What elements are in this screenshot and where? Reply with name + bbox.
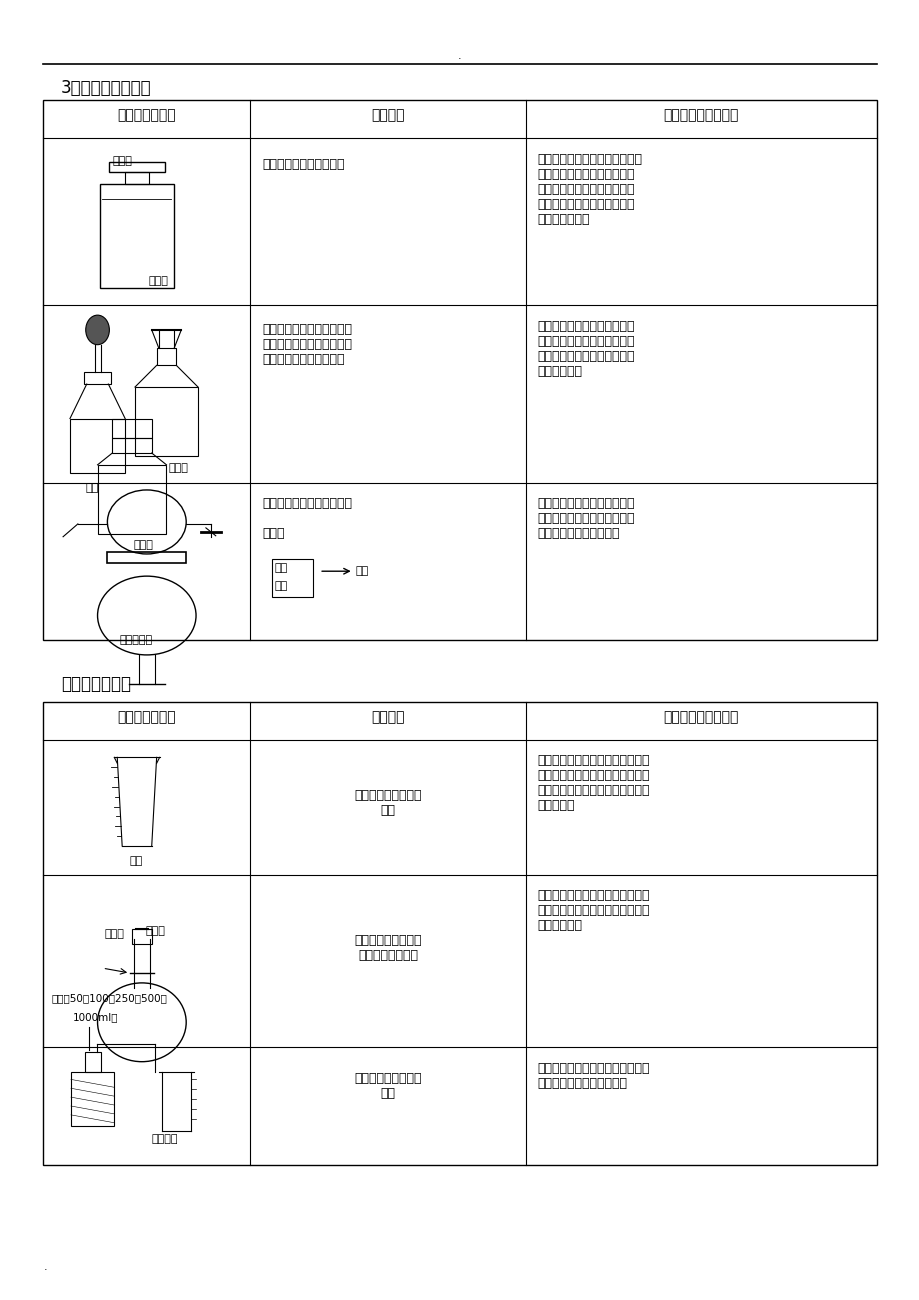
Text: （分为50、100、250、500、: （分为50、100、250、500、 <box>51 993 167 1002</box>
Text: 仪器图形与名称: 仪器图形与名称 <box>118 710 176 724</box>
Bar <box>109 162 165 173</box>
Bar <box>108 551 186 563</box>
Text: 3．不能加热的仪器: 3．不能加热的仪器 <box>61 79 152 96</box>
Text: 1000ml）: 1000ml） <box>73 1013 119 1022</box>
Bar <box>97 465 166 534</box>
Text: ＋液体: ＋液体 <box>262 526 284 539</box>
Text: 注意：所量气体为不溶性的，进气
管不能接反，应短进长出。: 注意：所量气体为不溶性的，进气 管不能接反，应短进长出。 <box>538 1062 650 1089</box>
Text: （二）计量仪器: （二）计量仪器 <box>61 675 131 693</box>
Bar <box>156 347 176 365</box>
Text: 上口为平面磨砂，内侧不磨砂，
玻璃片要涂凡士林油，以免漏
气，如果在其中进行燃烧反应
且有固体生成时，应在底部加
少量水或细砂。: 上口为平面磨砂，内侧不磨砂， 玻璃片要涂凡士林油，以免漏 气，如果在其中进行燃烧… <box>538 152 642 226</box>
Bar <box>135 387 198 456</box>
Text: 瓶口内侧磨砂，且与瓶塞一一
对应，切不可盖错。玻璃塞不
可盛放强碱，滴瓶内不可久置
强氧化剂等。: 瓶口内侧磨砂，且与瓶塞一一 对应，切不可盖错。玻璃塞不 可盛放强碱，滴瓶内不可久… <box>538 320 635 378</box>
Text: 加热: 加热 <box>275 581 288 592</box>
Text: ·: · <box>458 55 461 64</box>
Text: 主要用途: 主要用途 <box>371 108 404 122</box>
Text: 要根据所要量取的体积数，选择大
小合适的规格，以减少误差。不能
用作反应器，不能用作直接在其内
配制溶液。: 要根据所要量取的体积数，选择大 小合适的规格，以减少误差。不能 用作反应器，不能… <box>538 754 650 812</box>
Text: 用于粗略量取液体的
体积: 用于粗略量取液体的 体积 <box>354 789 422 816</box>
Bar <box>85 1052 100 1071</box>
Bar <box>99 185 175 287</box>
Text: 固体为块状，气体溶解性小反
应无强热放出，旋转导气管活
塞控制反应进行或停止。: 固体为块状，气体溶解性小反 应无强热放出，旋转导气管活 塞控制反应进行或停止。 <box>538 498 635 541</box>
Bar <box>132 928 152 944</box>
Text: 分装各种试剂，需要避光保
存时用棕色瓶。广口瓶盛放
固体，细口瓶盛放液体。: 分装各种试剂，需要避光保 存时用棕色瓶。广口瓶盛放 固体，细口瓶盛放液体。 <box>262 322 352 367</box>
Text: 用于量取产生气体的
体积: 用于量取产生气体的 体积 <box>354 1071 422 1100</box>
Text: 用于准确配制一定物
质的量浓度的溶液: 用于准确配制一定物 质的量浓度的溶液 <box>354 933 422 962</box>
Bar <box>70 419 125 473</box>
Text: 使用方法及注意事项: 使用方法及注意事项 <box>663 710 738 724</box>
Text: 制取某些气体的反应器固体: 制取某些气体的反应器固体 <box>262 498 352 511</box>
Text: 容量瓶: 容量瓶 <box>145 926 165 936</box>
Text: 仪器图形与名称: 仪器图形与名称 <box>118 108 176 122</box>
Bar <box>71 1071 114 1126</box>
Text: 启普发生器: 启普发生器 <box>119 636 153 645</box>
Bar <box>112 438 152 452</box>
Text: 量气装置: 量气装置 <box>152 1134 178 1144</box>
Text: 主要用途: 主要用途 <box>371 710 404 724</box>
Bar <box>84 372 111 383</box>
Text: 集气瓶: 集气瓶 <box>149 276 168 286</box>
Text: 玻璃片: 玻璃片 <box>112 156 132 165</box>
Text: 不作反应器，不可加热，瓶塞不可
互换，不宜存放溶液，要在所标记
的温度下使用: 不作反应器，不可加热，瓶塞不可 互换，不宜存放溶液，要在所标记 的温度下使用 <box>538 889 650 932</box>
Bar <box>272 559 312 597</box>
Text: 不需: 不需 <box>275 563 288 573</box>
Bar <box>125 173 149 185</box>
Text: 滴瓶: 滴瓶 <box>85 482 99 493</box>
Text: 刻度线: 刻度线 <box>105 928 124 939</box>
Text: 广口瓶: 广口瓶 <box>134 540 153 550</box>
Bar <box>43 702 876 1165</box>
Text: 用于收集和贮存少量气体: 用于收集和贮存少量气体 <box>262 157 344 170</box>
Text: 细口瓶: 细口瓶 <box>168 463 188 473</box>
Text: 量筒: 量筒 <box>129 855 142 866</box>
Text: 使用方法及注意事项: 使用方法及注意事项 <box>663 108 738 122</box>
Text: ·: · <box>43 1266 47 1275</box>
Ellipse shape <box>85 315 109 344</box>
Bar <box>112 419 152 438</box>
Bar <box>43 100 876 640</box>
Text: 气体: 气体 <box>356 567 369 576</box>
